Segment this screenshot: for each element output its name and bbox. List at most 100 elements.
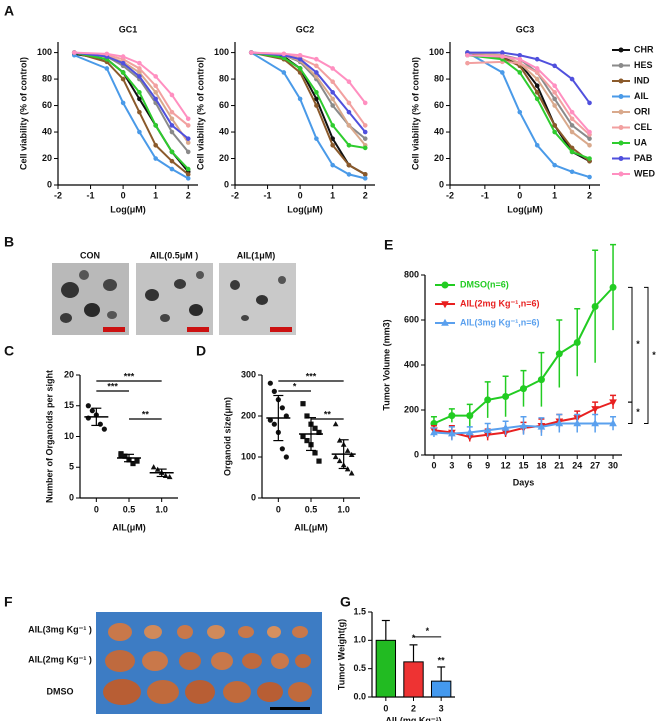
marker	[552, 63, 557, 69]
y-tick-label: 80	[434, 73, 444, 83]
y-tick-label: 60	[42, 100, 52, 110]
y-tick-label: 60	[219, 100, 229, 110]
marker	[552, 162, 557, 168]
bar	[403, 661, 424, 698]
marker	[362, 136, 368, 141]
panel-label: B	[4, 234, 14, 250]
x-tick-label: 15	[518, 460, 528, 470]
marker	[537, 376, 545, 384]
y-tick-label: 0	[251, 492, 256, 502]
y-axis-label: Organoid size(μm)	[222, 397, 232, 476]
y-tick-label: 100	[214, 47, 229, 57]
marker	[587, 174, 592, 180]
x-tick-label: -2	[446, 190, 454, 200]
marker	[330, 162, 335, 168]
x-axis-label: Log(μM)	[287, 204, 323, 214]
y-tick-label: 20	[434, 153, 444, 163]
x-tick-label: -1	[87, 190, 95, 200]
x-tick-label: 2	[587, 190, 592, 200]
significance-label: ***	[306, 371, 317, 381]
marker	[569, 116, 575, 122]
marker	[330, 79, 335, 85]
marker	[348, 470, 355, 476]
marker	[304, 438, 310, 444]
row-label: AIL(3mg Kg⁻¹ )	[28, 624, 92, 634]
y-tick-label: 10	[64, 431, 74, 441]
x-axis-label: AIL(mg Kg⁻¹)	[385, 715, 441, 721]
marker	[618, 140, 624, 146]
marker	[185, 136, 191, 141]
y-axis-label: Tumor Volume (mm3)	[381, 319, 391, 410]
legend-label: HES	[634, 60, 653, 70]
y-tick-label: 80	[42, 73, 52, 83]
y-axis-label: Cell viability (% of control)	[195, 57, 205, 170]
marker	[120, 76, 126, 82]
marker	[169, 116, 175, 122]
marker	[465, 428, 474, 436]
marker	[332, 421, 339, 427]
marker	[314, 90, 319, 95]
marker	[281, 51, 287, 57]
y-tick-label: 20	[64, 369, 74, 379]
x-tick-label: -1	[264, 190, 272, 200]
y-tick-label: 0	[69, 492, 74, 502]
marker	[501, 423, 510, 431]
marker	[346, 162, 352, 168]
y-tick-label: 40	[219, 126, 229, 136]
marker	[609, 283, 617, 291]
x-tick-label: 24	[572, 460, 582, 470]
marker	[153, 74, 158, 79]
legend-label: AIL(2mg Kg⁻¹,n=6)	[460, 298, 540, 308]
marker	[153, 142, 158, 148]
marker	[569, 109, 575, 115]
marker	[134, 458, 140, 464]
marker	[344, 447, 351, 453]
marker	[534, 56, 540, 62]
x-tick-label: 6	[467, 460, 472, 470]
y-tick-label: 300	[241, 369, 256, 379]
marker	[441, 318, 449, 326]
marker	[484, 396, 492, 404]
marker	[552, 96, 557, 102]
marker	[330, 136, 335, 141]
marker	[300, 401, 306, 407]
marker	[569, 169, 575, 175]
marker	[587, 100, 592, 106]
marker	[185, 116, 191, 122]
y-tick-label: 20	[219, 153, 229, 163]
x-tick-label: 1.0	[337, 504, 350, 514]
chart-title: GC2	[296, 24, 315, 34]
marker	[314, 103, 319, 108]
legend-label: WED	[634, 168, 655, 178]
marker	[534, 83, 540, 88]
marker	[332, 453, 339, 460]
marker	[153, 156, 158, 161]
marker	[314, 70, 319, 75]
x-axis-label: Days	[513, 477, 535, 487]
marker	[330, 66, 335, 71]
marker	[552, 103, 557, 108]
significance-label: ***	[107, 381, 118, 391]
marker	[169, 92, 175, 98]
marker	[618, 125, 624, 130]
x-tick-label: 0	[383, 703, 388, 713]
marker	[101, 426, 107, 432]
bar	[375, 639, 397, 698]
panel-label: G	[340, 594, 351, 610]
x-tick-label: 12	[501, 460, 511, 470]
x-axis-label: Log(μM)	[110, 204, 146, 214]
significance-label: *	[293, 381, 297, 391]
marker	[517, 109, 523, 115]
micrograph	[52, 263, 129, 335]
marker	[297, 66, 303, 71]
marker	[120, 54, 126, 59]
marker	[169, 166, 175, 172]
y-tick-label: 0	[414, 449, 419, 459]
marker	[346, 123, 352, 128]
x-tick-label: 9	[485, 460, 490, 470]
x-tick-label: -1	[481, 190, 489, 200]
marker	[362, 100, 368, 106]
marker	[185, 176, 191, 181]
x-tick-label: 2	[186, 190, 191, 200]
marker	[362, 129, 368, 135]
